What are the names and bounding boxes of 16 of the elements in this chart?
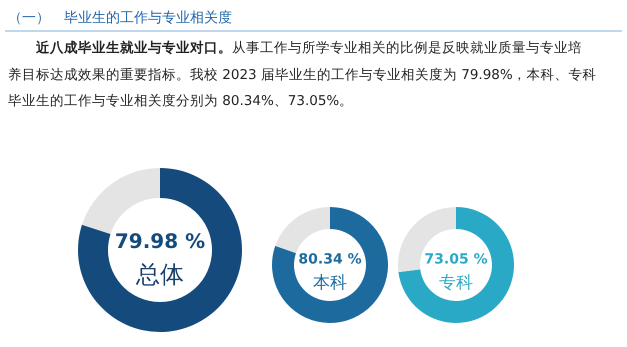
data-label: 79.98 % [114,229,206,253]
text: 近八成毕业生就业与专业对口。 [35,39,232,56]
text: （一） 毕业生的工作与专业相关度 [8,10,232,26]
text: 从事工作与所学专业相关的比例是反映就业质量与专业培 [232,40,582,56]
text: 本科 [313,272,347,293]
text: 专科 [439,272,473,293]
text: 毕业生的工作与专业相关度分别为 80.34%、73.05%。 [8,93,354,109]
text: 养目标达成效果的重要指标。我校 2023 届毕业生的工作与专业相关度为 79.98%，本科、专科 [8,67,597,83]
text: 总体 [135,260,184,288]
donut-slice [272,207,388,323]
donut-slice [398,207,514,323]
data-label: 73.05 % [424,252,488,268]
donut-slice [275,207,330,254]
donut-slice [78,168,242,332]
data-label: 80.34 % [298,252,362,268]
donut-slice [82,168,160,234]
